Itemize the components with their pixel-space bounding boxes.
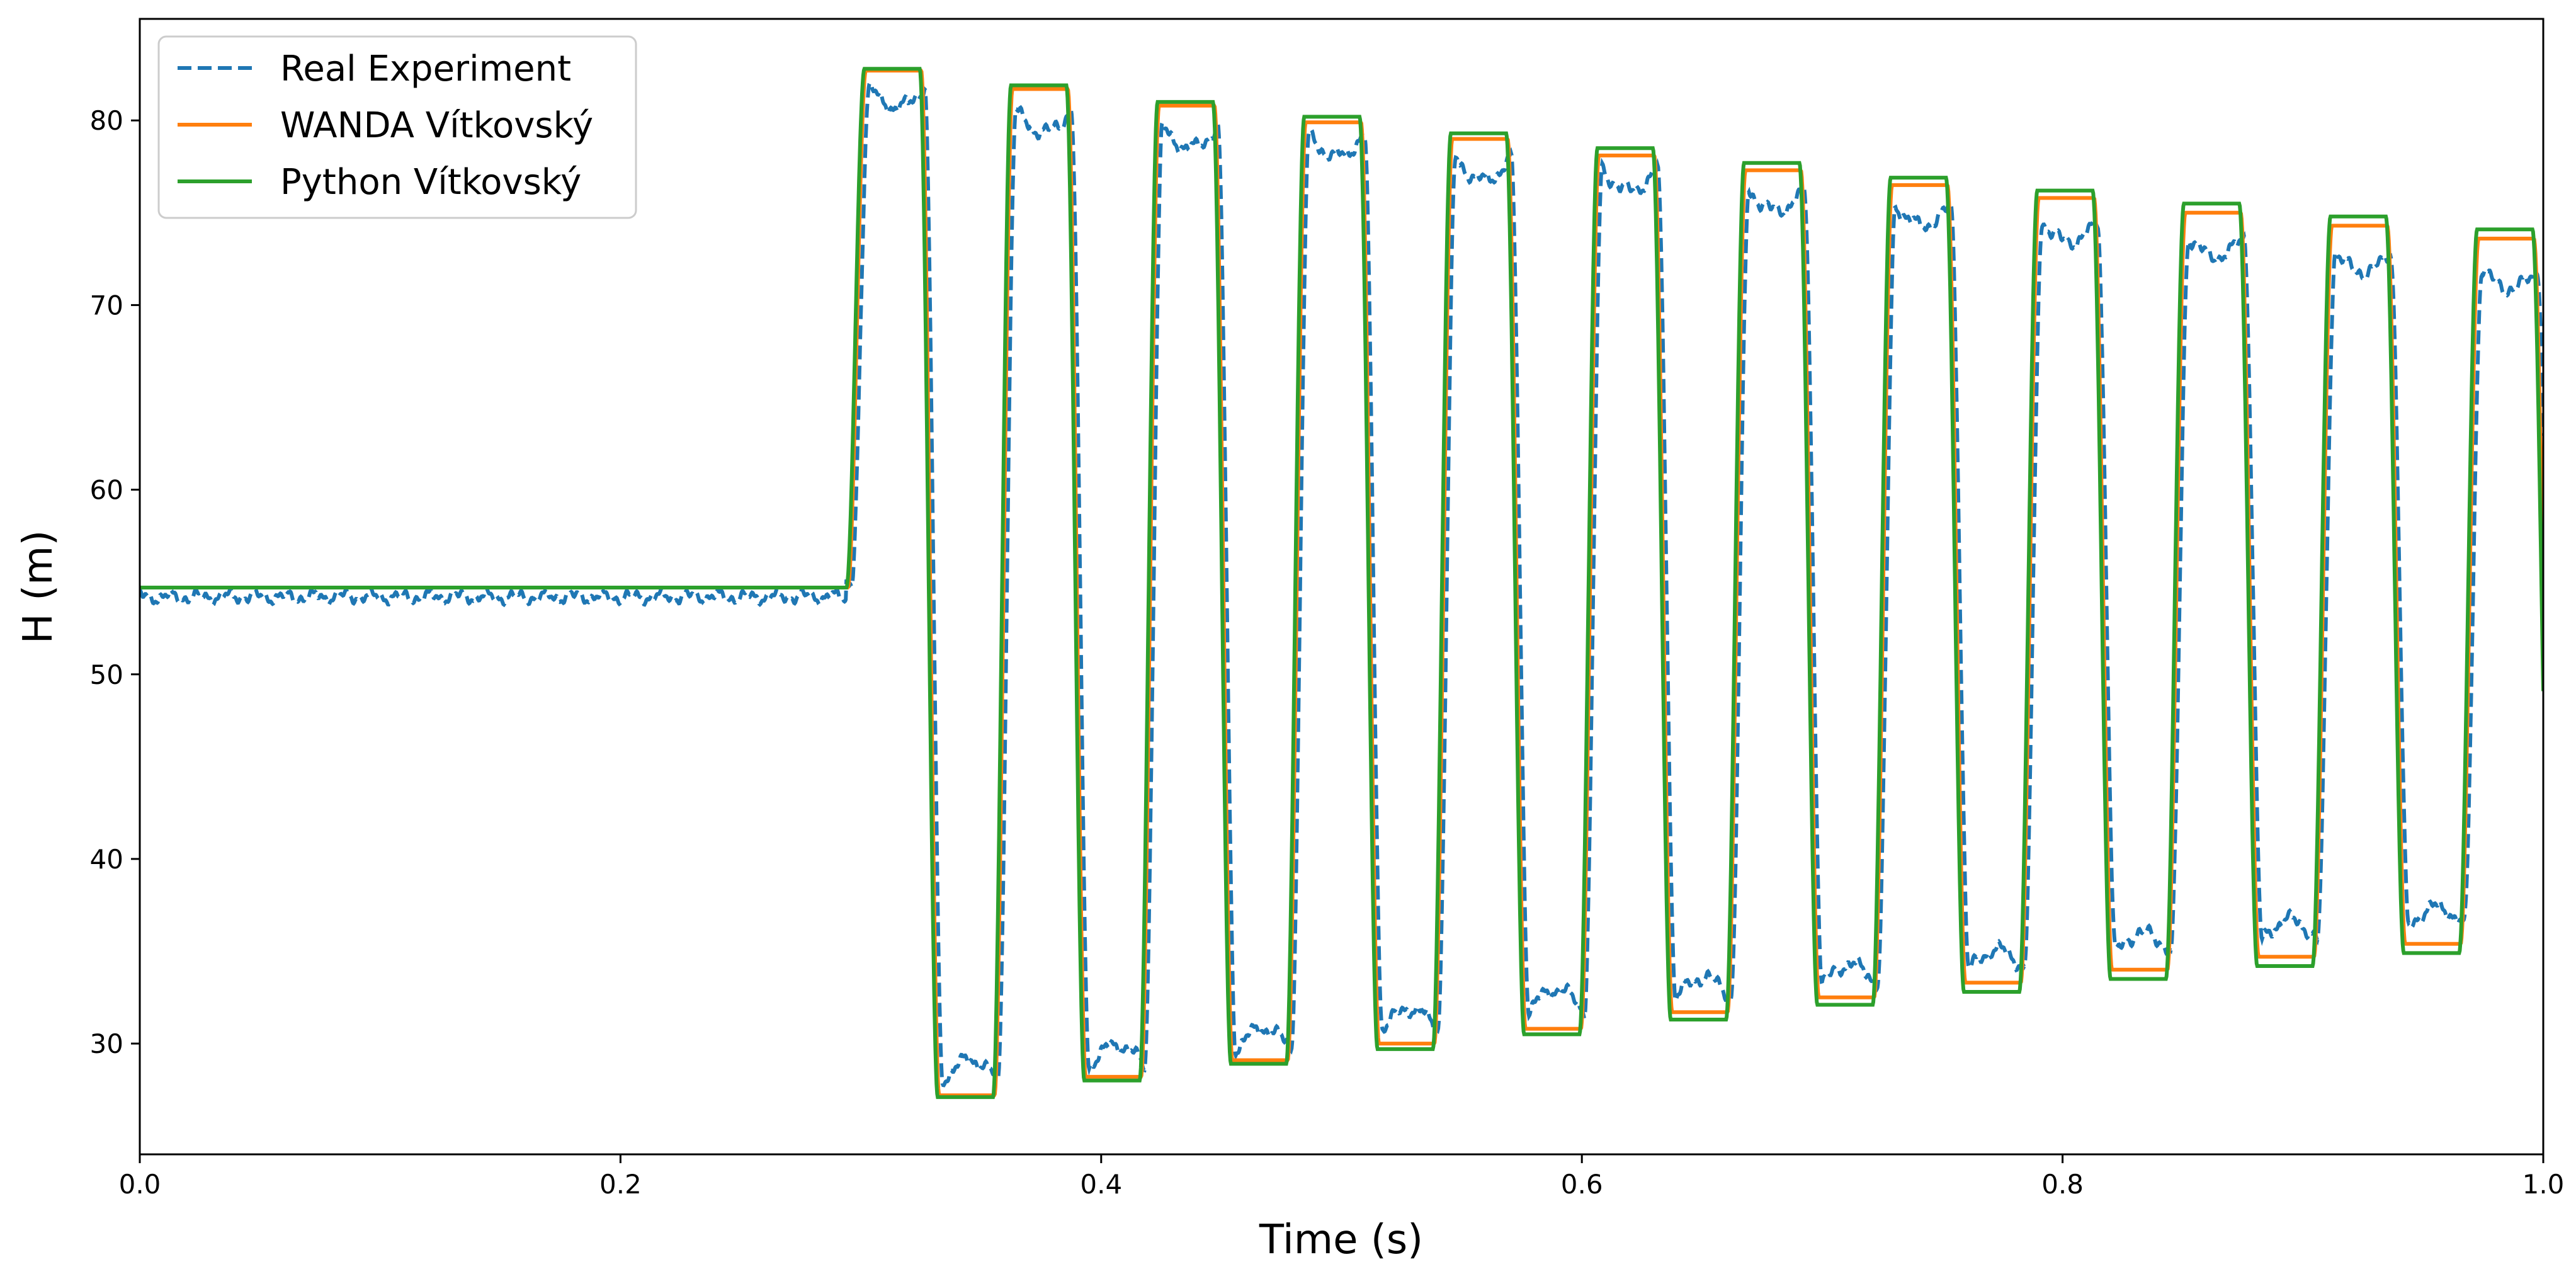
x-tick-label: 1.0 [2522, 1169, 2565, 1200]
series-python-vitkovsky-line [140, 67, 2543, 1100]
x-tick-label: 0.8 [2041, 1169, 2084, 1200]
x-tick-label: 0.2 [599, 1169, 642, 1200]
y-tick-label: 30 [90, 1028, 123, 1059]
plot-area [140, 67, 2543, 1100]
y-tick-label: 60 [90, 475, 123, 506]
series-layer [140, 67, 2543, 1100]
x-axis-ticks: 0.0 0.2 0.4 0.6 0.8 1.0 [119, 1154, 2565, 1200]
legend-box [157, 35, 637, 219]
legend-label-1: WANDA Vítkovský [280, 105, 593, 146]
y-axis-ticks: 30 40 50 60 70 80 [90, 105, 140, 1059]
legend-label-2: Python Vítkovský [280, 162, 581, 203]
x-tick-label: 0.6 [1561, 1169, 1603, 1200]
x-tick-label: 0.0 [119, 1169, 161, 1200]
legend: Real Experiment WANDA Vítkovský Python Vít… [157, 35, 637, 219]
y-tick-label: 50 [90, 659, 123, 690]
series-real-experiment-line [140, 81, 2543, 1088]
x-axis-title: Time (s) [1259, 1217, 1423, 1263]
y-tick-label: 70 [90, 290, 123, 321]
y-tick-label: 40 [90, 844, 123, 875]
axes-frame [139, 18, 2545, 1156]
legend-label-0: Real Experiment [280, 48, 571, 89]
y-axis-title: H (m) [15, 530, 62, 644]
x-tick-label: 0.4 [1080, 1169, 1122, 1200]
y-tick-label: 80 [90, 105, 123, 136]
